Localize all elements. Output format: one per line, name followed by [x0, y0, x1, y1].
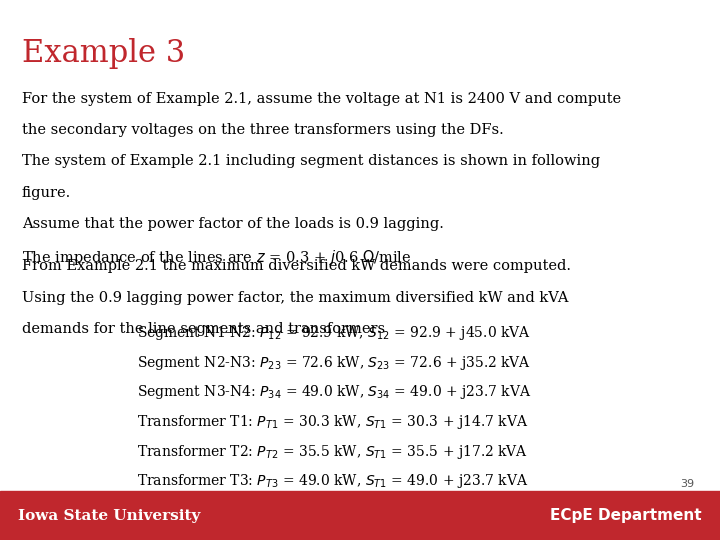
- Text: 39: 39: [680, 478, 695, 489]
- Text: For the system of Example 2.1, assume the voltage at N1 is 2400 V and compute: For the system of Example 2.1, assume th…: [22, 92, 621, 106]
- Text: Transformer T1: $P_{T1}$ = 30.3 kW, $S_{T1}$ = 30.3 + j14.7 kVA: Transformer T1: $P_{T1}$ = 30.3 kW, $S_{…: [137, 413, 528, 431]
- Text: Segment N2-N3: $P_{23}$ = 72.6 kW, $S_{23}$ = 72.6 + j35.2 kVA: Segment N2-N3: $P_{23}$ = 72.6 kW, $S_{2…: [137, 354, 531, 372]
- Text: Transformer T2: $P_{T2}$ = 35.5 kW, $S_{T1}$ = 35.5 + j17.2 kVA: Transformer T2: $P_{T2}$ = 35.5 kW, $S_{…: [137, 443, 528, 461]
- Text: demands for the line segments and transformers: demands for the line segments and transf…: [22, 322, 384, 336]
- Text: ECpE Department: ECpE Department: [550, 508, 702, 523]
- Text: Segment N1-N2: $P_{12}$ = 92.9 kW, $S_{12}$ = 92.9 + j45.0 kVA: Segment N1-N2: $P_{12}$ = 92.9 kW, $S_{1…: [137, 324, 531, 342]
- Text: From Example 2.1 the maximum diversified kW demands were computed.: From Example 2.1 the maximum diversified…: [22, 259, 571, 273]
- Text: the secondary voltages on the three transformers using the DFs.: the secondary voltages on the three tran…: [22, 123, 503, 137]
- Text: Transformer T3: $P_{T3}$ = 49.0 kW, $S_{T1}$ = 49.0 + j23.7 kVA: Transformer T3: $P_{T3}$ = 49.0 kW, $S_{…: [137, 472, 528, 490]
- Text: Example 3: Example 3: [22, 38, 185, 69]
- Text: Using the 0.9 lagging power factor, the maximum diversified kW and kVA: Using the 0.9 lagging power factor, the …: [22, 291, 568, 305]
- Text: Iowa State University: Iowa State University: [18, 509, 200, 523]
- Text: The impedance of the lines are $z$ = 0.3 + $j$0.6 $\Omega$/mile: The impedance of the lines are $z$ = 0.3…: [22, 248, 411, 267]
- Text: The system of Example 2.1 including segment distances is shown in following: The system of Example 2.1 including segm…: [22, 154, 600, 168]
- Text: figure.: figure.: [22, 186, 71, 200]
- Text: Assume that the power factor of the loads is 0.9 lagging.: Assume that the power factor of the load…: [22, 217, 444, 231]
- Text: Segment N3-N4: $P_{34}$ = 49.0 kW, $S_{34}$ = 49.0 + j23.7 kVA: Segment N3-N4: $P_{34}$ = 49.0 kW, $S_{3…: [137, 383, 531, 401]
